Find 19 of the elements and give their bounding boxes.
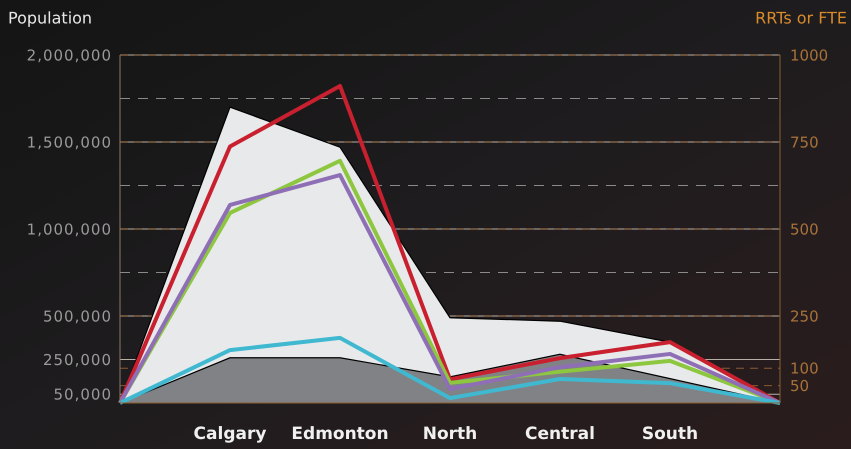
y2-tick-label: 100 (790, 359, 819, 378)
x-tick-label: Edmonton (291, 424, 389, 444)
y-tick-label: 1,000,000 (26, 220, 112, 238)
y2-tick-label: 500 (790, 220, 819, 238)
y2-axis-title: RRTs or FTE (755, 8, 847, 28)
x-tick-label: South (642, 424, 698, 444)
y2-tick-label: 750 (790, 133, 819, 152)
y-tick-label: 1,500,000 (26, 133, 112, 152)
x-tick-label: North (422, 424, 478, 444)
y2-tick-label: 250 (790, 307, 819, 326)
y-tick-label: 2,000,000 (26, 46, 112, 64)
x-tick-label: Central (525, 424, 595, 444)
y-tick-label: 250,000 (42, 350, 112, 369)
y2-tick-label: 50 (790, 376, 810, 395)
y-tick-label: 50,000 (54, 386, 112, 404)
y2-tick-label: 1000 (790, 46, 828, 64)
y-axis-title: Population (8, 8, 92, 28)
x-tick-label: Calgary (194, 424, 266, 444)
y-tick-label: 500,000 (42, 307, 112, 326)
